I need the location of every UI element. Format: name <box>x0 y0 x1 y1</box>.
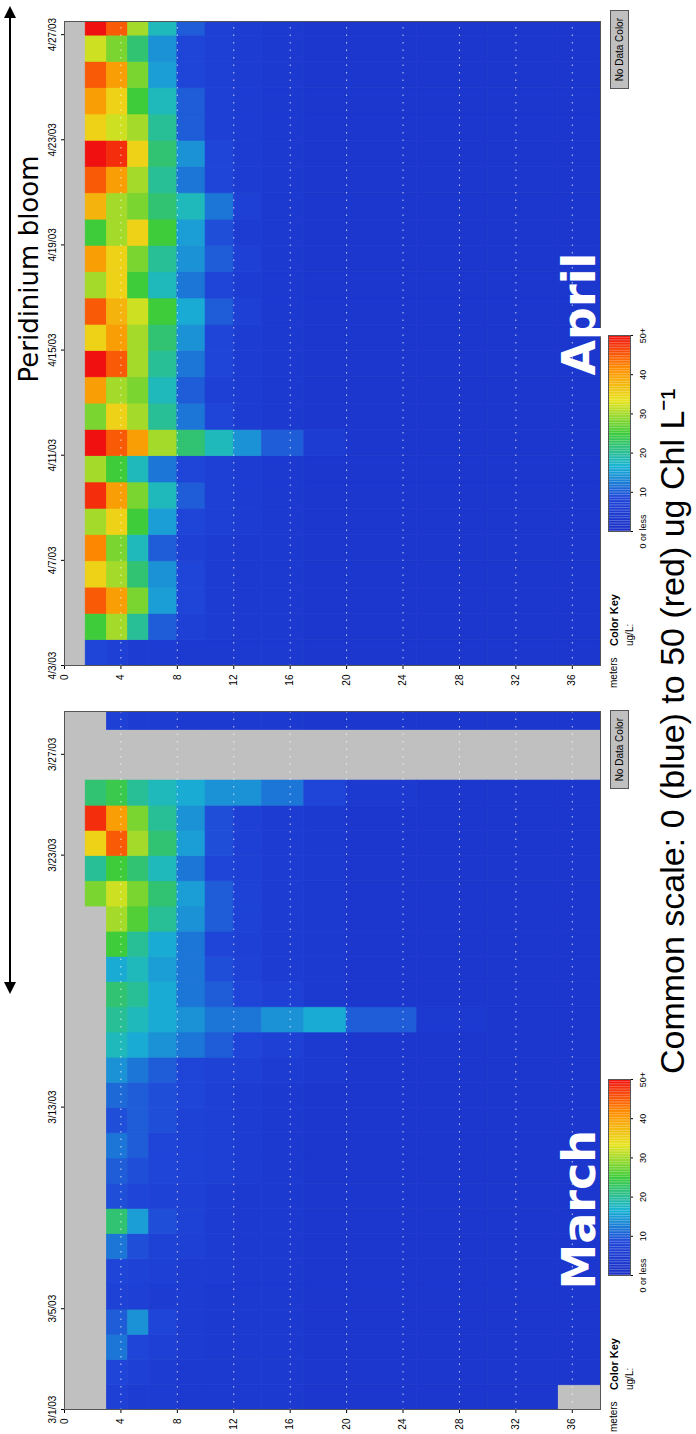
svg-text:April: April <box>552 253 605 376</box>
svg-text:20: 20 <box>638 448 648 458</box>
svg-text:10: 10 <box>638 1231 648 1241</box>
svg-text:4/23/03: 4/23/03 <box>47 123 58 157</box>
html-text:Color Key: Color Key <box>608 1338 620 1390</box>
svg-text:36: 36 <box>566 1418 577 1430</box>
svg-text:40: 40 <box>638 1114 648 1124</box>
svg-text:4/3/03: 4/3/03 <box>47 651 58 679</box>
html-text:Color Key: Color Key <box>608 594 620 646</box>
svg-text:36: 36 <box>566 674 577 686</box>
html-text:meters: meters <box>608 657 619 688</box>
svg-text:0: 0 <box>59 1418 70 1424</box>
svg-text:4: 4 <box>115 674 126 680</box>
html-text:ug/L:: ug/L: <box>624 1367 635 1390</box>
svg-text:12: 12 <box>228 674 239 686</box>
svg-text:4/19/03: 4/19/03 <box>47 228 58 262</box>
svg-text:3/23/03: 3/23/03 <box>47 838 58 872</box>
html-text:meters: meters <box>608 1401 619 1432</box>
html-text:No Data Color: No Data Color <box>614 18 625 82</box>
html-text:ug/L:: ug/L: <box>624 623 635 646</box>
svg-text:50+: 50+ <box>638 1072 648 1087</box>
svg-text:24: 24 <box>397 1418 408 1430</box>
svg-text:4: 4 <box>115 1418 126 1424</box>
svg-text:4/7/03: 4/7/03 <box>47 546 58 574</box>
svg-text:Peridinium bloom: Peridinium bloom <box>14 155 44 382</box>
svg-text:50+: 50+ <box>638 328 648 343</box>
svg-text:20: 20 <box>341 1418 352 1430</box>
svg-text:24: 24 <box>397 674 408 686</box>
svg-text:3/1/03: 3/1/03 <box>47 1395 58 1423</box>
svg-text:4/11/03: 4/11/03 <box>47 438 58 471</box>
svg-text:28: 28 <box>454 1418 465 1430</box>
svg-text:10: 10 <box>638 487 648 497</box>
html-text:Common scale: 0 (blue) to 50 (: Common scale: 0 (blue) to 50 (red) ug Ch… <box>653 388 691 1074</box>
svg-text:16: 16 <box>284 674 295 686</box>
svg-text:20: 20 <box>638 1192 648 1202</box>
svg-text:12: 12 <box>228 1418 239 1430</box>
svg-text:3/5/03: 3/5/03 <box>47 1294 58 1322</box>
svg-text:28: 28 <box>454 674 465 686</box>
svg-text:0: 0 <box>59 674 70 680</box>
svg-text:32: 32 <box>510 674 521 686</box>
svg-text:3/13/03: 3/13/03 <box>47 1090 58 1124</box>
svg-text:30: 30 <box>638 409 648 419</box>
svg-text:3/27/03: 3/27/03 <box>47 737 58 771</box>
svg-text:4/15/03: 4/15/03 <box>47 333 58 367</box>
html-text:No Data Color: No Data Color <box>614 718 625 782</box>
svg-text:16: 16 <box>284 1418 295 1430</box>
svg-text:March: March <box>552 1130 605 1290</box>
svg-text:8: 8 <box>172 1418 183 1424</box>
svg-text:0 or less: 0 or less <box>638 514 648 549</box>
svg-text:8: 8 <box>172 674 183 680</box>
svg-text:4/27/03: 4/27/03 <box>47 18 58 52</box>
svg-text:40: 40 <box>638 370 648 380</box>
svg-text:0 or less: 0 or less <box>638 1258 648 1293</box>
svg-text:32: 32 <box>510 1418 521 1430</box>
svg-text:30: 30 <box>638 1153 648 1163</box>
svg-text:20: 20 <box>341 674 352 686</box>
